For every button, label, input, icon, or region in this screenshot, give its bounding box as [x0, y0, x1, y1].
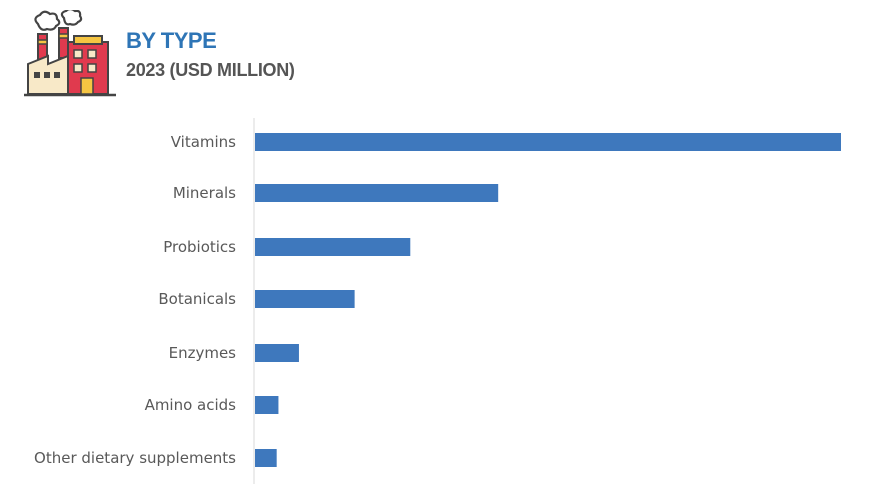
- category-label: Probiotics: [163, 238, 236, 256]
- title-block: BY TYPE 2023 (USD MILLION): [126, 28, 295, 82]
- chart-subtitle: 2023 (USD MILLION): [126, 60, 295, 80]
- bar: [255, 238, 411, 256]
- category-label: Minerals: [173, 184, 236, 202]
- category-label: Amino acids: [145, 396, 237, 414]
- bar: [255, 449, 277, 467]
- bar: [255, 344, 299, 362]
- category-label: Enzymes: [169, 344, 237, 362]
- chart-title: BY TYPE: [126, 28, 217, 53]
- category-label: Botanicals: [158, 290, 236, 308]
- factory-icon: [24, 10, 116, 97]
- category-label: Vitamins: [171, 133, 236, 151]
- category-label: Other dietary supplements: [34, 449, 236, 467]
- bar: [255, 133, 841, 151]
- bar: [255, 290, 355, 308]
- chart-header: BY TYPE 2023 (USD MILLION): [24, 10, 444, 102]
- bar: [255, 396, 279, 414]
- bar: [255, 184, 499, 202]
